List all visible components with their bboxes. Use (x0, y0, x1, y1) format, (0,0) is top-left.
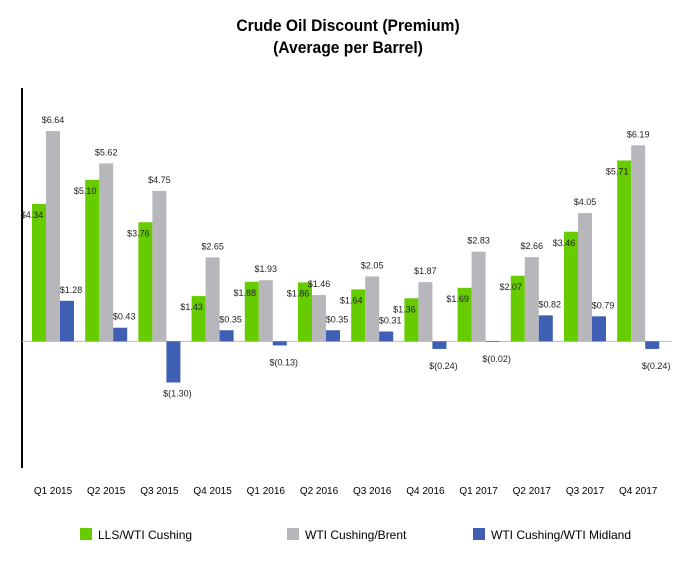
x-tick-label: Q3 2015 (140, 486, 179, 497)
chart-title: Crude Oil Discount (Premium) (236, 16, 460, 35)
bar-brent (524, 257, 539, 342)
bar-midland (645, 341, 660, 349)
x-tick-label: Q3 2016 (353, 486, 392, 497)
x-tick-label: Q2 2016 (300, 486, 339, 497)
legend-label: LLS/WTI Cushing (98, 528, 192, 542)
data-label: $(0.24) (429, 361, 458, 371)
x-tick-label: Q4 2017 (619, 486, 658, 497)
bar-lls (138, 222, 153, 342)
data-label: $1.87 (414, 266, 437, 276)
data-label: $1.43 (180, 302, 203, 312)
legend-label: WTI Cushing/WTI Midland (491, 528, 631, 542)
bar-lls (191, 296, 206, 342)
data-label: $5.71 (606, 167, 629, 177)
data-label: $2.66 (521, 241, 544, 251)
bar-brent (471, 251, 486, 342)
data-label: $5.62 (95, 147, 118, 157)
legend-swatch (287, 528, 299, 540)
bar-lls (85, 179, 100, 342)
bar-lls (244, 281, 259, 342)
data-label: $0.43 (113, 312, 136, 322)
x-tick-label: Q4 2015 (193, 486, 232, 497)
bar-brent (205, 257, 220, 342)
bar-midland (432, 341, 447, 349)
bar-lls (510, 275, 525, 342)
bar-lls (298, 282, 312, 342)
data-label: $(0.02) (482, 354, 511, 364)
legend-label: WTI Cushing/Brent (305, 528, 407, 542)
bar-brent (258, 280, 273, 342)
x-tick-label: Q2 2015 (87, 486, 126, 497)
bar-lls (32, 203, 46, 342)
bar-brent (631, 145, 646, 342)
data-label: $6.64 (42, 115, 65, 125)
bar-midland (60, 300, 74, 342)
data-label: $2.05 (361, 260, 384, 270)
bar-midland (272, 341, 287, 346)
bar-brent (152, 190, 167, 342)
bar-brent (312, 295, 326, 342)
legend-swatch (80, 528, 92, 540)
data-label: $4.75 (148, 175, 171, 185)
data-label: $2.07 (500, 282, 523, 292)
bar-midland (326, 330, 340, 342)
x-tick-label: Q1 2016 (247, 486, 286, 497)
bar-lls (351, 289, 366, 342)
data-label: $1.36 (393, 304, 416, 314)
bar-brent (46, 131, 60, 342)
x-tick-label: Q1 2017 (459, 486, 498, 497)
data-label: $(1.30) (163, 389, 192, 399)
bar-midland (219, 330, 234, 342)
bar-lls (617, 160, 632, 342)
data-label: $0.35 (219, 314, 242, 324)
data-label: $1.46 (308, 279, 331, 289)
data-label: $1.64 (340, 295, 363, 305)
data-label: $5.10 (74, 186, 97, 196)
bar-lls (404, 298, 419, 342)
data-label: $6.19 (627, 129, 650, 139)
data-label: $1.28 (60, 285, 83, 295)
data-label: $0.79 (592, 300, 615, 310)
data-label: $2.65 (201, 241, 224, 251)
bar-brent (418, 282, 433, 342)
x-tick-label: Q4 2016 (406, 486, 445, 497)
bar-midland (113, 327, 128, 342)
bar-midland (538, 315, 553, 342)
bar-midland (166, 341, 181, 383)
x-tick-label: Q2 2017 (513, 486, 552, 497)
data-label: $1.86 (287, 288, 310, 298)
data-label: $0.35 (326, 314, 349, 324)
data-label: $3.46 (553, 238, 576, 248)
bar-midland (485, 341, 500, 342)
data-label: $1.88 (234, 288, 257, 298)
bar-midland (379, 331, 394, 342)
x-tick-label: Q3 2017 (566, 486, 605, 497)
data-label: $1.69 (446, 294, 469, 304)
data-label: $1.93 (255, 264, 278, 274)
bar-midland (592, 316, 606, 342)
data-label: $0.82 (539, 299, 562, 309)
bar-brent (365, 276, 380, 342)
chart-subtitle: (Average per Barrel) (273, 38, 423, 57)
data-label: $4.34 (21, 210, 44, 220)
data-label: $3.76 (127, 228, 150, 238)
data-label: $(0.24) (642, 361, 671, 371)
data-label: $0.31 (379, 316, 402, 326)
bar-lls (457, 287, 472, 342)
bar-lls (564, 231, 578, 342)
data-label: $4.05 (574, 197, 597, 207)
bar-brent (99, 163, 114, 342)
bar-brent (578, 213, 592, 342)
legend-swatch (473, 528, 485, 540)
x-tick-label: Q1 2015 (34, 486, 73, 497)
data-label: $(0.13) (270, 357, 299, 367)
data-label: $2.83 (467, 236, 490, 246)
